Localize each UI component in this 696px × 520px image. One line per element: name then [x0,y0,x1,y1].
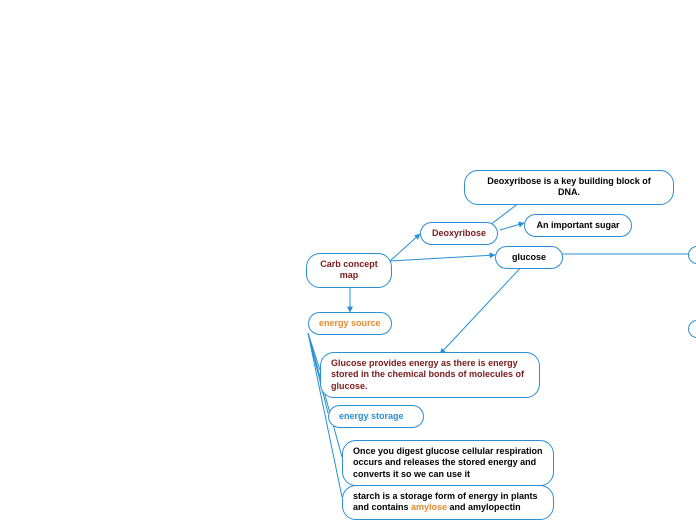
node-label: energy source [319,318,381,328]
node-glucose: glucose [495,246,563,269]
node-label: glucose [512,252,546,262]
node-energy-storage: energy storage [328,405,424,428]
starch-amylose: amylose [411,502,447,512]
node-label: Deoxyribose [432,228,486,238]
node-deoxyribose-dna: Deoxyribose is a key building block of D… [464,170,674,205]
node-label: energy storage [339,411,404,421]
node-starch-storage: starch is a storage form of energy in pl… [342,485,554,520]
node-glucose-provides-energy: Glucose provides energy as there is ener… [320,352,540,398]
node-offscreen-right-1 [688,246,696,264]
node-important-sugar: An important sugar [524,214,632,237]
node-energy-source: energy source [308,312,392,335]
starch-text-suffix: and amylopectin [447,502,521,512]
node-carb-root[interactable]: Carb concept map [306,253,392,288]
node-offscreen-right-2 [688,320,696,338]
node-label: Deoxyribose is a key building block of D… [487,176,651,197]
node-label: An important sugar [536,220,619,230]
node-label: Glucose provides energy as there is ener… [331,358,524,391]
node-digest-glucose: Once you digest glucose cellular respira… [342,440,554,486]
node-label: Carb concept map [320,259,378,280]
node-deoxyribose: Deoxyribose [420,222,498,245]
node-label: Once you digest glucose cellular respira… [353,446,543,479]
